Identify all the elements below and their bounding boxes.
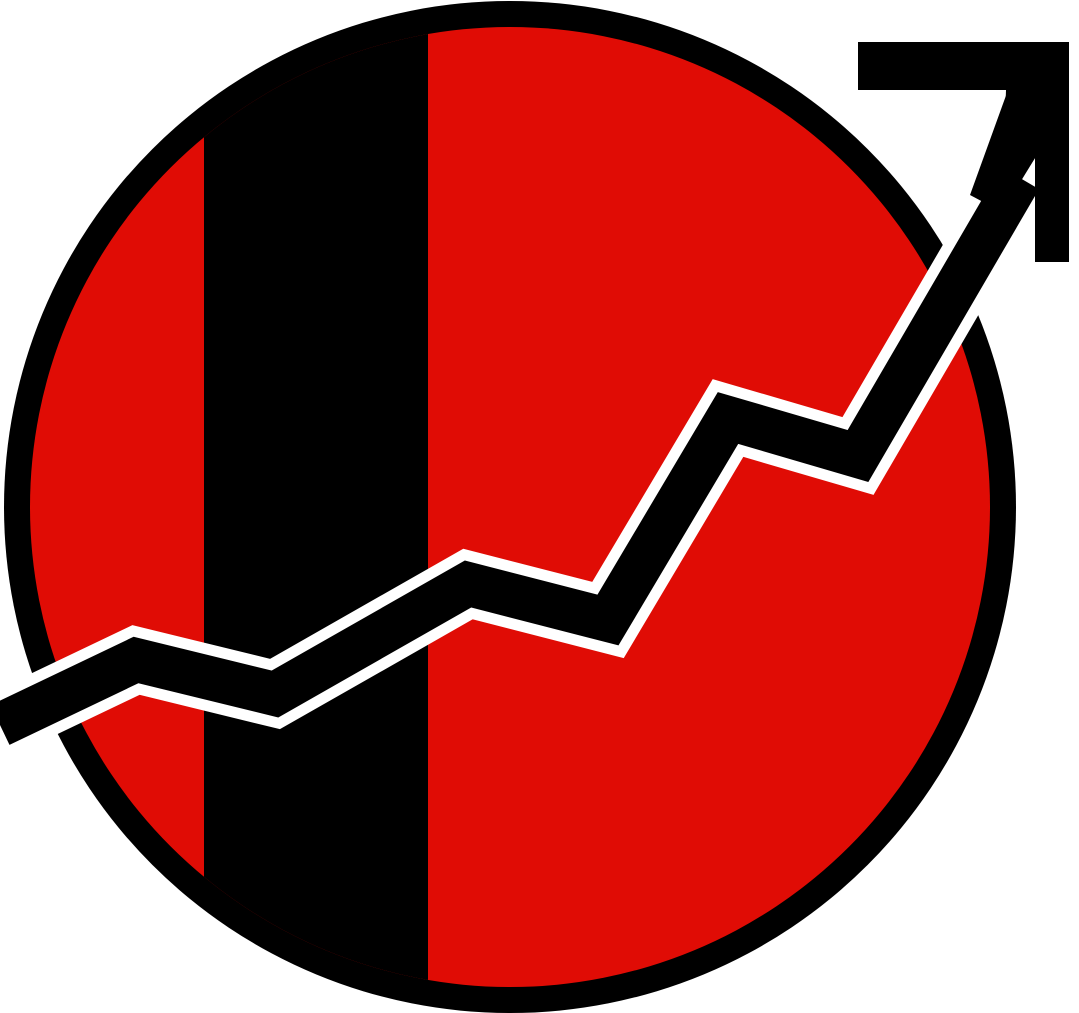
arrow-head-icon — [858, 42, 1069, 262]
arrow-tip-join — [970, 90, 1035, 212]
trend-line — [0, 166, 1040, 745]
logo-circle-fill — [30, 27, 990, 987]
logo-vertical-band — [204, 27, 428, 987]
